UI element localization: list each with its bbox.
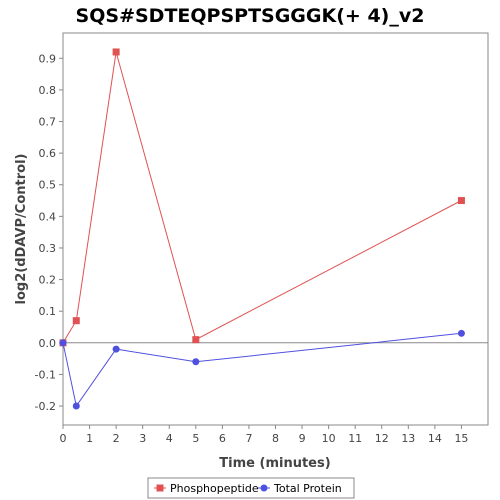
y-tick-label: 0.5 [39,179,57,192]
y-axis-label: log2(dDAVP/Control) [14,154,29,305]
y-tick-label: 0.9 [39,52,57,65]
x-tick-label: 15 [454,432,468,445]
x-tick-label: 10 [322,432,336,445]
legend-marker-circle [260,484,268,492]
data-point-circle [192,358,200,366]
y-tick-label: 0.4 [39,210,57,223]
x-axis: 0 1 2 3 4 5 6 7 8 9 10 11 12 13 14 15 [60,425,468,445]
x-tick-label: 0 [60,432,67,445]
y-tick-label: 0.2 [39,274,57,287]
x-tick-label: 5 [192,432,199,445]
x-tick-label: 2 [113,432,120,445]
data-point-circle [72,402,80,410]
y-tick-label: 0.3 [39,242,57,255]
x-tick-label: 8 [272,432,279,445]
y-tick-label: 0.7 [39,116,57,129]
chart-title: SQS#SDTEQPSPTSGGGK(+ 4)_v2 [76,5,425,27]
data-point-circle [59,339,67,347]
data-point-circle [112,345,120,353]
y-tick-label: -0.1 [35,368,56,381]
y-tick-label: -0.2 [35,400,56,413]
data-point-circle [457,329,465,337]
x-tick-label: 9 [299,432,306,445]
x-tick-label: 13 [401,432,415,445]
data-point-square [192,336,200,344]
x-tick-label: 7 [245,432,252,445]
y-tick-label: 0.6 [39,147,57,160]
x-tick-label: 12 [375,432,389,445]
legend-label: Total Protein [273,482,342,495]
series-layer [59,48,465,410]
legend-label: Phosphopeptide [170,482,259,495]
y-tick-label: 0.1 [39,305,57,318]
y-tick-label: 0.0 [39,337,57,350]
y-tick-label: 0.8 [39,84,57,97]
data-point-square [112,48,120,56]
x-axis-label: Time (minutes) [219,456,330,471]
series-line [62,51,462,344]
x-tick-label: 4 [166,432,173,445]
x-tick-label: 3 [139,432,146,445]
legend-box [147,477,355,499]
y-axis: -0.2 -0.1 0.0 0.1 0.2 0.3 0.4 0.5 0.6 0.7 0.8 0.9 [35,52,63,413]
x-tick-label: 14 [428,432,442,445]
series-line [62,332,462,408]
legend-marker-square [156,484,164,492]
data-point-square [72,317,80,325]
x-tick-label: 6 [219,432,226,445]
data-point-square [457,197,465,205]
x-tick-label: 1 [86,432,93,445]
x-tick-label: 11 [348,432,362,445]
legend: Phosphopeptide Total Protein [147,477,355,499]
